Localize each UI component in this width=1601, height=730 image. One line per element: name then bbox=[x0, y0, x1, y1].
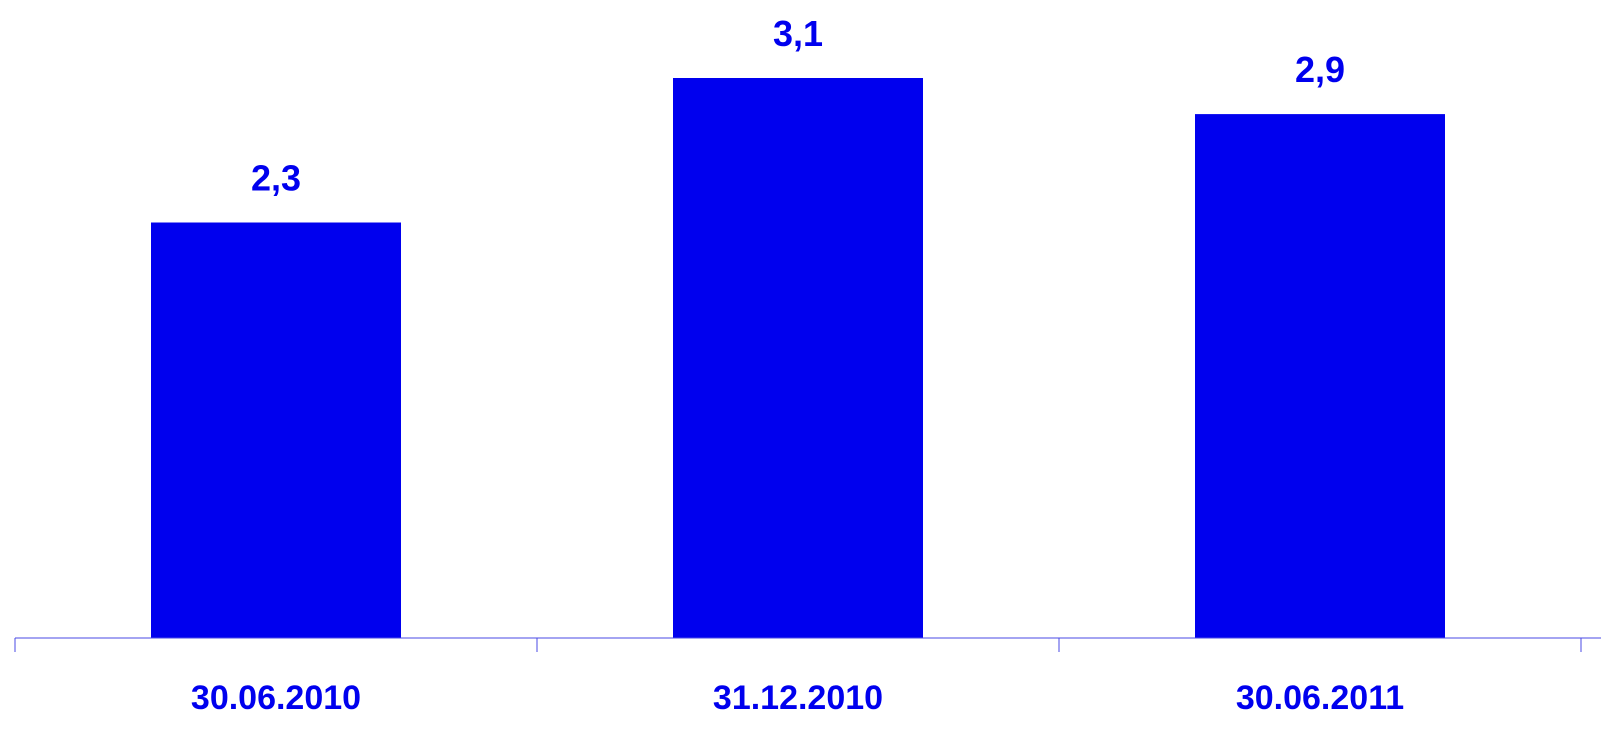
bar-1 bbox=[151, 222, 401, 638]
value-label-2: 3,1 bbox=[773, 13, 823, 54]
value-label-1: 2,3 bbox=[251, 158, 301, 199]
category-label-1: 30.06.2010 bbox=[191, 679, 361, 717]
category-labels-group: 30.06.2010 31.12.2010 30.06.2011 bbox=[191, 679, 1404, 717]
bar-3 bbox=[1195, 114, 1445, 639]
bars-group bbox=[151, 78, 1445, 639]
value-label-3: 2,9 bbox=[1295, 49, 1345, 90]
bar-2 bbox=[673, 78, 923, 638]
category-label-2: 31.12.2010 bbox=[713, 679, 883, 717]
category-label-3: 30.06.2011 bbox=[1236, 679, 1404, 717]
value-labels-group: 2,3 3,1 2,9 bbox=[251, 13, 1345, 199]
x-axis bbox=[14, 637, 1601, 652]
